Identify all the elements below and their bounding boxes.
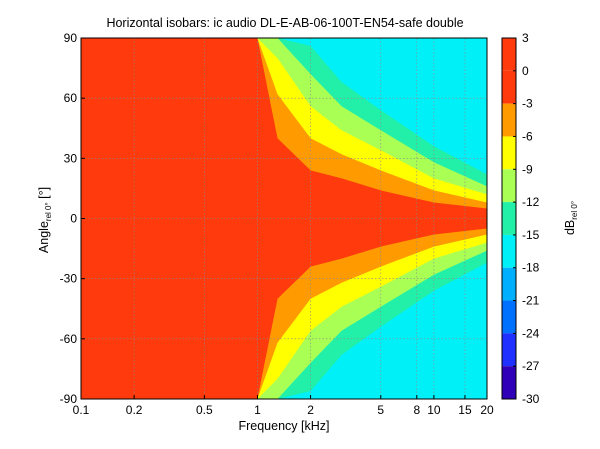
colorbar-tick-label: -27 (522, 359, 540, 373)
colorbar-tick-label: -12 (522, 195, 540, 209)
x-tick-label: 5 (377, 403, 384, 417)
colorbar-label: dBrel 0° (563, 201, 579, 235)
contour-fill (81, 38, 487, 399)
y-axis-ticks: 90 60 30 0 -30 -60 -90 (60, 31, 85, 406)
x-tick-label: 0.1 (73, 403, 90, 417)
x-tick-label: 1 (254, 403, 261, 417)
colorbar-tick-label: 3 (522, 31, 529, 45)
colorbar-tick-label: -6 (522, 129, 533, 143)
colorbar-swatch (502, 70, 516, 104)
x-tick-label: 8 (413, 403, 420, 417)
colorbar-frame (501, 37, 517, 400)
chart-title: Horizontal isobars: ic audio DL-E-AB-06-… (106, 16, 463, 30)
y-axis-label-main: Angle (37, 221, 51, 253)
colorbar-swatch (502, 136, 516, 170)
y-axis-label-sub: rel 0° (44, 202, 53, 221)
colorbar-tick-label: -18 (522, 261, 540, 275)
colorbar-ticks: 3 0 -3 -6 -9 -12 -15 -18 -21 -24 -27 -30 (513, 31, 540, 406)
colorbar-swatch (502, 38, 516, 71)
colorbar-tick-label: -24 (522, 326, 540, 340)
y-tick-label: -90 (60, 392, 78, 406)
x-axis-ticks: 0.1 0.2 0.5 1 2 5 8 10 15 20 (73, 395, 494, 417)
y-tick-label: -60 (60, 332, 78, 346)
y-tick-label: 30 (64, 151, 78, 165)
x-tick-label: 0.5 (196, 403, 213, 417)
colorbar-swatch (502, 169, 516, 203)
colorbar-swatch (502, 366, 516, 399)
grid-lines (81, 38, 487, 399)
x-tick-label: 10 (427, 403, 441, 417)
colorbar-swatch (502, 333, 516, 367)
colorbar-label-sub: rel 0° (570, 201, 579, 220)
y-tick-label: 90 (64, 31, 78, 45)
colorbar-label-main: dB (563, 220, 577, 235)
x-tick-label: 0.2 (126, 403, 143, 417)
colorbar-tick-label: -15 (522, 228, 540, 242)
plot-area (81, 38, 487, 399)
colorbar-swatch (502, 267, 516, 301)
y-tick-label: 60 (64, 91, 78, 105)
x-axis-label: Frequency [kHz] (238, 419, 329, 433)
y-axis-label-unit: [°] (37, 187, 51, 202)
colorbar (502, 38, 516, 399)
colorbar-tick-label: -30 (522, 392, 540, 406)
colorbar-swatch (502, 202, 516, 235)
x-tick-label: 15 (458, 403, 472, 417)
x-tick-label: 20 (480, 403, 494, 417)
y-tick-label: -30 (60, 272, 78, 286)
colorbar-swatch (502, 103, 516, 137)
contour-band-upper-minus15 (257, 38, 487, 175)
y-tick-label: 0 (70, 212, 77, 226)
colorbar-swatch (502, 234, 516, 268)
colorbar-tick-label: -21 (522, 294, 540, 308)
y-axis-label: Anglerel 0° [°] (37, 187, 53, 253)
colorbar-tick-label: -3 (522, 97, 533, 111)
x-tick-label: 2 (307, 403, 314, 417)
colorbar-tick-label: -9 (522, 162, 533, 176)
colorbar-swatch (502, 300, 516, 334)
contour-band-lower-minus15 (257, 262, 487, 399)
colorbar-tick-label: 0 (522, 64, 529, 78)
